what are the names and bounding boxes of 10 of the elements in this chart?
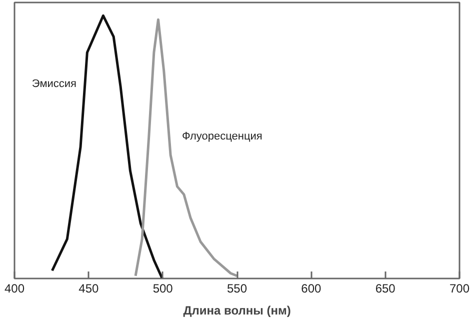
x-tick-label: 700 <box>449 282 470 296</box>
x-tick-label: 600 <box>301 282 322 296</box>
x-axis-title: Длина волны (нм) <box>183 304 291 318</box>
series-label: Флуоресценция <box>182 130 262 143</box>
x-tick-label: 550 <box>226 282 248 296</box>
series-label: Эмиссия <box>32 78 77 90</box>
x-tick-label: 650 <box>375 282 396 296</box>
x-tick-label: 450 <box>78 282 100 296</box>
x-tick-label: 500 <box>152 282 174 296</box>
x-tick-label: 400 <box>4 282 25 296</box>
